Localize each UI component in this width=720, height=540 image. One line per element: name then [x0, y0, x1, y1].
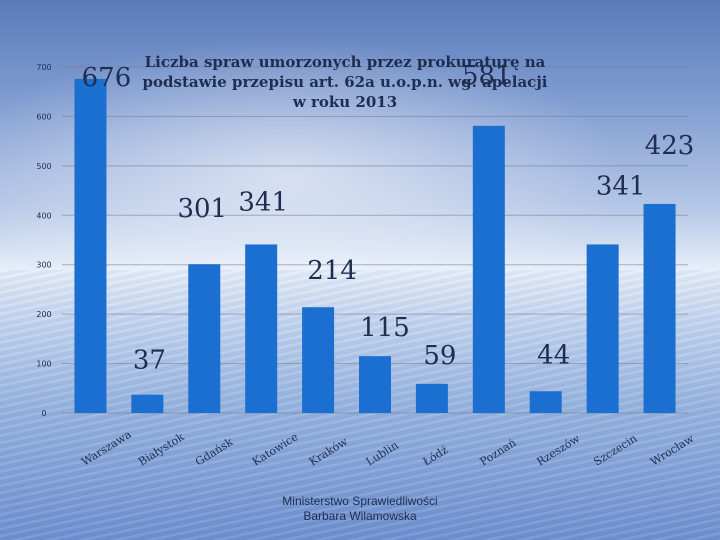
data-label: 44: [537, 340, 570, 370]
x-tick-label: Warszawa: [79, 428, 134, 469]
data-label: 115: [360, 313, 410, 343]
y-tick-label: 200: [36, 310, 51, 319]
data-label: 37: [133, 346, 166, 376]
data-label: 59: [423, 341, 456, 371]
data-label: 214: [307, 256, 357, 286]
x-tick-label: Wrocław: [648, 432, 696, 469]
y-tick-label: 300: [36, 261, 51, 270]
x-tick-label: Białystok: [136, 430, 187, 468]
data-label: 301: [177, 194, 227, 224]
bar: [529, 391, 562, 413]
y-tick-label: 500: [36, 162, 51, 171]
bar: [643, 203, 676, 413]
y-tick-label: 600: [36, 112, 51, 121]
bar: [472, 125, 505, 413]
x-tick-label: Gdańsk: [193, 435, 236, 468]
x-tick-label: Lublin: [364, 439, 401, 469]
footer-author: Barbara Wilamowska: [303, 509, 417, 523]
x-tick-label: Kraków: [307, 435, 351, 469]
x-tick-label: Poznań: [478, 436, 519, 468]
bar: [302, 307, 335, 413]
x-tick-label: Katowice: [250, 430, 301, 468]
bar: [359, 356, 391, 413]
bar: [586, 244, 619, 413]
y-tick-label: 400: [36, 211, 51, 220]
bar: [245, 244, 278, 413]
data-label: 581: [462, 61, 512, 91]
bar: [415, 383, 448, 413]
background-sky: [0, 0, 720, 270]
bar: [74, 78, 107, 413]
footer: Ministerstwo Sprawiedliwości Barbara Wil…: [230, 494, 490, 524]
x-tick-label: Rzeszów: [534, 432, 582, 469]
x-tick-label: Szczecin: [591, 432, 639, 469]
chart-title: Liczba spraw umorzonych przez prokuratur…: [142, 53, 548, 111]
bar: [131, 394, 164, 413]
y-tick-label: 100: [36, 360, 51, 369]
data-label: 341: [238, 187, 288, 217]
footer-ministry: Ministerstwo Sprawiedliwości: [282, 494, 438, 508]
bar: [188, 264, 221, 413]
data-label: 676: [82, 63, 132, 93]
x-tick-label: Łódź: [421, 443, 451, 468]
data-label: 423: [645, 131, 695, 161]
y-tick-label: 0: [41, 409, 46, 418]
y-tick-label: 700: [36, 63, 51, 72]
data-label: 341: [596, 171, 646, 201]
